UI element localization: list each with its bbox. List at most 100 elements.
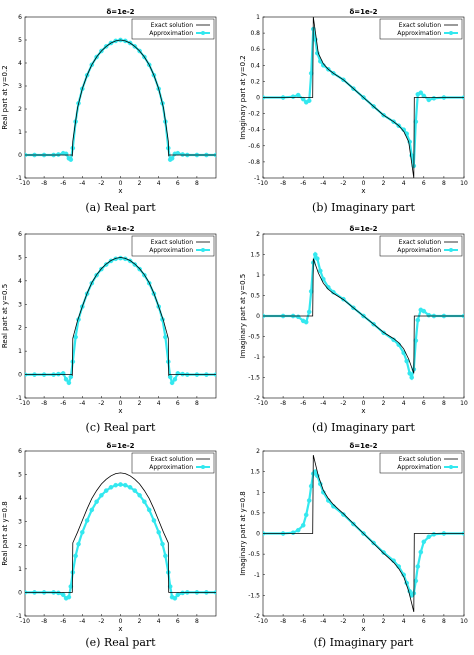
x-tick-label: 4 <box>402 180 406 187</box>
data-point-approximation <box>300 523 306 528</box>
data-point-approximation <box>295 527 301 533</box>
data-point-approximation <box>94 499 99 505</box>
y-tick-label: 2 <box>18 325 22 332</box>
data-point-approximation <box>163 553 168 559</box>
y-axis-label: Real part at y=0.5 <box>1 284 9 348</box>
y-axis-label: Imaginary part at y=0.8 <box>239 491 247 576</box>
data-point-approximation <box>290 530 296 536</box>
legend-label-exact: Exact solution <box>399 239 442 246</box>
x-tick-label: 4 <box>157 618 161 625</box>
y-axis-label: Imaginary part at y=0.5 <box>239 274 247 359</box>
x-tick-label: 4 <box>402 400 406 407</box>
y-tick-label: 0 <box>256 531 260 538</box>
y-tick-label: 2 <box>18 542 22 549</box>
series-line-approximation <box>25 256 216 386</box>
x-axis-label: x <box>118 625 122 633</box>
y-tick-label: 1 <box>256 272 260 279</box>
x-tick-label: 0 <box>119 180 123 187</box>
data-point-approximation <box>137 492 142 498</box>
data-point-approximation <box>314 256 320 261</box>
series-line-exact <box>263 258 464 374</box>
x-tick-label: -10 <box>20 180 30 187</box>
y-tick-label: -0.5 <box>248 334 260 341</box>
x-tick-label: -6 <box>60 400 66 407</box>
data-point-approximation <box>306 498 312 503</box>
data-point-approximation <box>290 94 296 99</box>
data-point-approximation <box>167 584 173 589</box>
plot-area <box>263 251 464 381</box>
x-tick-label: 8 <box>442 180 446 187</box>
data-point-approximation <box>163 334 168 340</box>
x-tick-label: -4 <box>79 400 85 407</box>
x-tick-label: -10 <box>258 400 268 407</box>
data-point-approximation <box>103 488 109 493</box>
y-tick-label: 6 <box>18 14 22 21</box>
data-point-approximation <box>172 596 178 601</box>
legend-box <box>379 18 463 40</box>
data-point-approximation <box>156 530 161 535</box>
data-point-approximation <box>56 371 61 377</box>
data-point-approximation <box>89 507 95 513</box>
legend-marker-approximation <box>201 248 205 252</box>
chart-panel-d: -10 -8 -6 -4 -2 0 2 4 6 8 10 -2 -1.5 -1 -0.5 0 0.5 1 1.5 2 δ… <box>239 225 468 434</box>
x-tick-label: 6 <box>422 618 426 625</box>
x-tick-label: 6 <box>422 400 426 407</box>
y-tick-label: -2 <box>254 613 260 620</box>
y-tick-label: 1 <box>18 348 22 355</box>
y-tick-label: -1 <box>16 613 22 620</box>
y-tick-label: -1.5 <box>248 592 260 599</box>
x-tick-label: 2 <box>382 400 386 407</box>
x-tick-label: -4 <box>320 618 326 625</box>
series-line-exact <box>263 17 464 178</box>
x-tick-label: -8 <box>280 400 286 407</box>
legend-label-approximation: Approximation <box>149 247 193 254</box>
plot-area <box>25 255 216 386</box>
legend-label-approximation: Approximation <box>397 247 441 254</box>
x-tick-label: 8 <box>442 400 446 407</box>
plot-area <box>25 37 216 162</box>
data-point-approximation <box>151 518 157 523</box>
data-point-approximation <box>308 71 314 76</box>
data-point-approximation <box>99 492 104 498</box>
x-axis-label: x <box>361 187 365 195</box>
data-point-approximation <box>108 484 114 490</box>
data-point-approximation <box>295 314 301 320</box>
x-tick-label: -8 <box>280 618 286 625</box>
data-point-approximation <box>409 375 415 380</box>
data-point-approximation <box>381 550 386 555</box>
x-tick-label: 8 <box>442 618 446 625</box>
chart-title: δ=1e-2 <box>349 225 377 233</box>
legend-box <box>131 452 215 474</box>
data-point-approximation <box>426 312 432 318</box>
x-tick-label: 0 <box>119 400 123 407</box>
legend-label-approximation: Approximation <box>397 464 441 471</box>
x-tick-label: -10 <box>258 618 268 625</box>
y-tick-label: 0 <box>256 95 260 102</box>
subfigure-caption: (e) Real part <box>85 636 156 649</box>
y-tick-label: 2 <box>256 231 260 238</box>
y-tick-label: 4 <box>18 278 22 285</box>
data-point-approximation <box>76 541 81 547</box>
data-point-approximation <box>295 92 301 98</box>
y-tick-label: -1 <box>16 175 22 182</box>
legend-label-exact: Exact solution <box>151 22 194 29</box>
data-point-approximation <box>169 156 175 161</box>
x-tick-label: -10 <box>20 400 30 407</box>
series-line-approximation <box>25 483 216 600</box>
y-tick-label: 6 <box>18 448 22 455</box>
data-point-approximation <box>415 564 421 569</box>
x-tick-label: 4 <box>157 180 161 187</box>
x-tick-label: 2 <box>138 618 142 625</box>
x-tick-label: 0 <box>362 618 366 625</box>
subfigure-caption: (c) Real part <box>86 421 156 434</box>
y-tick-label: 4 <box>18 60 22 67</box>
y-tick-label: 3 <box>18 83 22 90</box>
y-axis-label: Real part at y=0.2 <box>1 65 9 129</box>
x-tick-label: 2 <box>382 618 386 625</box>
x-tick-label: -2 <box>340 400 346 407</box>
x-tick-label: -4 <box>79 618 85 625</box>
chart-title: δ=1e-2 <box>106 8 134 16</box>
legend-box <box>379 452 463 474</box>
